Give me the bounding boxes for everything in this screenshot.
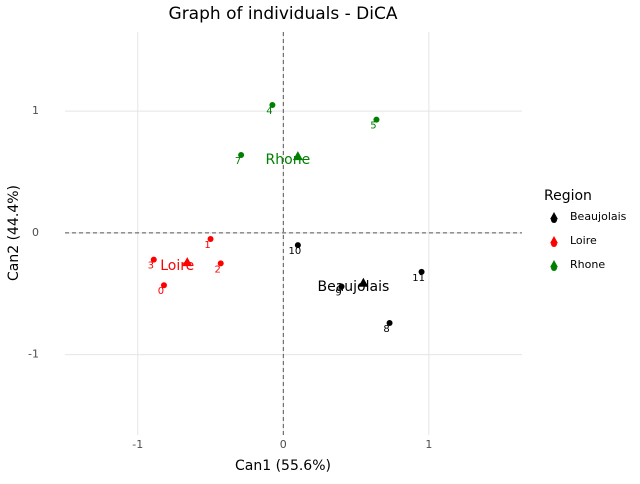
point-label: 3 xyxy=(148,261,154,272)
centroid-label: Beaujolais xyxy=(317,279,389,295)
centroid-label: Loire xyxy=(160,258,194,274)
legend-key xyxy=(550,212,558,220)
x-axis-label: Can1 (55.6%) xyxy=(235,458,331,474)
centroid xyxy=(358,277,369,287)
point xyxy=(160,282,167,289)
point xyxy=(373,116,380,123)
point xyxy=(217,260,224,267)
legend-key xyxy=(551,265,557,271)
x-tick-label: 0 xyxy=(280,438,287,451)
point-label: 9 xyxy=(335,287,341,298)
centroid-label: Rhone xyxy=(266,152,311,168)
point xyxy=(418,268,425,275)
legend-key xyxy=(550,236,558,244)
point xyxy=(269,102,276,109)
chart-title: Graph of individuals - DiCA xyxy=(169,4,398,24)
point xyxy=(207,235,214,242)
point-label: 4 xyxy=(266,106,272,117)
y-tick-label: -1 xyxy=(28,348,39,361)
centroid xyxy=(182,257,193,267)
legend-title: Region xyxy=(544,188,592,204)
point xyxy=(150,256,157,263)
point-label: 7 xyxy=(235,156,241,167)
point xyxy=(294,242,301,249)
y-tick-label: 0 xyxy=(32,226,39,239)
point-label: 2 xyxy=(215,264,221,275)
point-label: 5 xyxy=(370,121,376,132)
point-label: 1 xyxy=(204,240,210,251)
point-label: 10 xyxy=(288,246,301,257)
legend-key xyxy=(551,241,557,247)
legend-label: Rhone xyxy=(570,258,605,271)
point-label: 8 xyxy=(383,324,389,335)
centroid xyxy=(292,151,303,161)
point-label: 0 xyxy=(158,286,164,297)
point-label: 11 xyxy=(412,273,425,284)
legend-label: Beaujolais xyxy=(570,210,627,223)
legend-key xyxy=(551,217,557,223)
y-axis-label: Can2 (44.4%) xyxy=(6,185,22,281)
legend-label: Loire xyxy=(570,234,597,247)
legend-key xyxy=(550,260,558,268)
point xyxy=(338,283,345,290)
x-tick-label: -1 xyxy=(132,438,143,451)
y-tick-label: 1 xyxy=(32,104,39,117)
point xyxy=(386,319,393,326)
point xyxy=(238,151,245,158)
x-tick-label: 1 xyxy=(425,438,432,451)
